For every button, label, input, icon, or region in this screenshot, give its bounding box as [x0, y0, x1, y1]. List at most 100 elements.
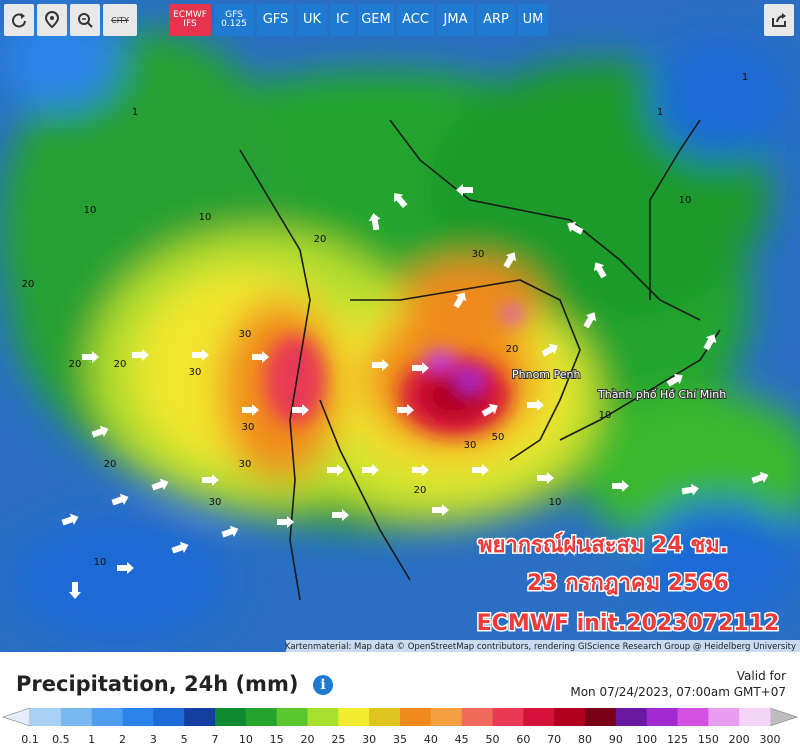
scale-label: 25: [331, 733, 345, 746]
precip-field: [0, 10, 800, 640]
scale-swatch: [184, 708, 216, 726]
wind-arrow: [703, 334, 717, 351]
icon: [772, 13, 786, 27]
scale-swatch: [677, 708, 709, 726]
wind-arrow: [397, 404, 414, 416]
wind-arrow: [412, 464, 429, 476]
model-button[interactable]: UM: [518, 4, 548, 36]
model-name: UM: [522, 12, 544, 28]
scale-label: 1: [88, 733, 95, 746]
precip-core: [265, 305, 522, 435]
refresh-button[interactable]: [4, 4, 34, 36]
contour-label: 30: [189, 367, 202, 378]
contour-label: 30: [209, 497, 222, 508]
contour-label: 20: [114, 359, 127, 370]
scale-label: 125: [667, 733, 688, 746]
toolbar: CITY ECMWF IFS GFS 0.125 GFS UK IC GEM ACC JMA ARP…: [0, 0, 800, 38]
attribution-bg: [286, 640, 800, 652]
contour-label: 20: [69, 359, 82, 370]
model-button[interactable]: ACC: [397, 4, 434, 36]
model-button[interactable]: ECMWF IFS: [169, 4, 211, 36]
contour-label: 30: [242, 422, 255, 433]
scale-label: 2: [119, 733, 126, 746]
wind-arrow: [456, 184, 473, 196]
wind-arrow: [277, 516, 294, 528]
icon: [44, 11, 60, 29]
model-name: ACC: [402, 12, 429, 28]
wind-arrow: [453, 292, 467, 309]
info-button[interactable]: i: [313, 675, 333, 695]
scale-label: 150: [698, 733, 719, 746]
contour-label: 10: [84, 205, 97, 216]
scale-swatch: [492, 708, 524, 726]
scale-swatch: [153, 708, 185, 726]
wind-arrow: [91, 425, 109, 438]
scale-label: 10: [239, 733, 253, 746]
scale-high-end: [769, 707, 798, 727]
wind-arrow: [221, 525, 239, 538]
wind-arrow: [362, 464, 379, 476]
model-name: IC: [336, 12, 349, 28]
model-sub: IFS: [183, 19, 197, 29]
scale-swatch: [739, 708, 771, 726]
scale-label: 90: [609, 733, 623, 746]
contour-label: 10: [199, 212, 212, 223]
contour-label: 30: [239, 459, 252, 470]
location-button[interactable]: [37, 4, 67, 36]
wind-arrow: [432, 504, 449, 516]
model-button[interactable]: GFS 0.125: [214, 4, 254, 36]
scale-label: 30: [362, 733, 376, 746]
scale-swatch: [338, 708, 370, 726]
scale-label: 70: [547, 733, 561, 746]
share-button[interactable]: [764, 4, 794, 36]
wind-arrow: [368, 213, 381, 231]
wind-arrow: [583, 312, 597, 329]
wind-arrow: [132, 349, 149, 361]
icon: [12, 13, 26, 28]
model-name: UK: [302, 12, 322, 28]
overlay-text: ECMWF init.2023072112: [477, 611, 780, 636]
wind-arrow: [327, 464, 344, 476]
model-button[interactable]: GEM: [358, 4, 394, 36]
valid-label: Valid for: [736, 669, 786, 683]
scale-label: 15: [270, 733, 284, 746]
model-button[interactable]: JMA: [437, 4, 474, 36]
model-sub: 0.125: [221, 19, 247, 29]
wind-arrow: [537, 472, 554, 484]
wind-arrow: [332, 509, 349, 521]
contour-label: 10: [679, 195, 692, 206]
wind-arrow: [111, 493, 129, 506]
scale-label: 7: [212, 733, 219, 746]
model-button[interactable]: UK: [297, 4, 327, 36]
contour-label: 10: [549, 497, 562, 508]
scale-label: 60: [516, 733, 530, 746]
wind-arrow: [117, 562, 134, 574]
wind-arrow: [394, 193, 408, 209]
scale-label: 35: [393, 733, 407, 746]
map[interactable]: 20 20 20 30 30 30 30 30 20 10 10 1 1 1 10 20 50 30 20 10 20 3…: [0, 0, 800, 652]
city-button[interactable]: CITY: [103, 4, 137, 36]
scale-swatch: [615, 708, 648, 726]
wind-arrow: [61, 513, 79, 526]
wind-arrow: [472, 464, 489, 476]
model-button[interactable]: GFS: [257, 4, 294, 36]
wind-arrow: [69, 582, 81, 599]
color-scale: 0.1 0.5 1 2 3 5 7 10 15 20 25 30 35 40 45 50 60 70 80 90 100…: [2, 707, 798, 746]
model-button[interactable]: IC: [330, 4, 355, 36]
place-label: Thành phố Hồ Chí Minh: [597, 388, 726, 401]
scale-swatch: [523, 708, 555, 726]
scale-low-end: [2, 707, 31, 727]
scale-swatch: [215, 708, 247, 726]
scale-swatch: [400, 708, 432, 726]
scale-label: 200: [729, 733, 750, 746]
wind-arrow: [372, 359, 389, 371]
contour-label: 1: [742, 72, 748, 83]
scale-label: 50: [486, 733, 500, 746]
contour-label: 50: [492, 432, 505, 443]
zoom-button[interactable]: [70, 4, 100, 36]
scale-label: 20: [301, 733, 315, 746]
model-button[interactable]: ARP: [477, 4, 515, 36]
wind-arrow: [612, 480, 629, 492]
place-label: Phnom Penh: [512, 368, 580, 381]
